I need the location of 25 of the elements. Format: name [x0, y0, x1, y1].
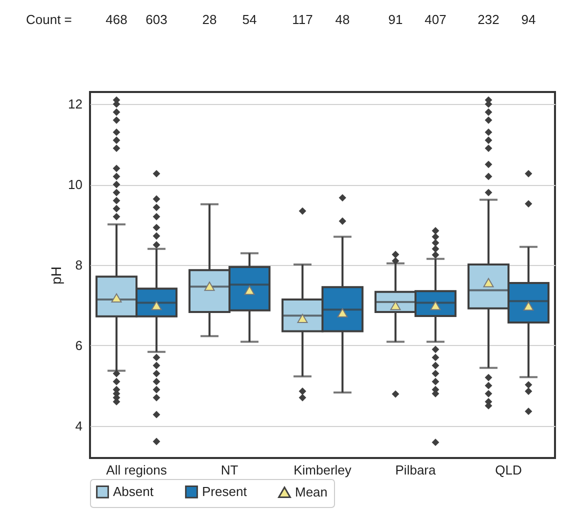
y-axis-title: pH	[48, 266, 64, 284]
text: 468	[106, 12, 128, 27]
y-tick-label: 12	[68, 96, 82, 112]
legend-label: Mean	[295, 484, 328, 500]
text: 91	[388, 12, 403, 27]
x-tick-label: Pilbara	[395, 462, 436, 478]
text: Count =	[26, 12, 72, 27]
text: 94	[521, 12, 536, 27]
text: 117	[292, 12, 313, 27]
x-tick-label: All regions	[106, 462, 168, 478]
text: 54	[242, 12, 257, 27]
text: 28	[202, 12, 217, 27]
y-tick-label: 8	[75, 257, 82, 272]
text: 48	[335, 12, 350, 27]
x-tick-label: NT	[220, 462, 238, 478]
x-tick-label: Kimberley	[294, 462, 352, 478]
text: 603	[146, 12, 168, 27]
text: 232	[478, 12, 500, 27]
text: 407	[424, 12, 446, 27]
legend-label: Present	[202, 484, 248, 499]
y-tick-label: 10	[68, 177, 82, 192]
x-tick-label: QLD	[495, 462, 522, 478]
y-tick-label: 4	[75, 418, 82, 434]
legend-label: Absent	[113, 484, 154, 499]
y-tick-label: 6	[75, 338, 82, 353]
